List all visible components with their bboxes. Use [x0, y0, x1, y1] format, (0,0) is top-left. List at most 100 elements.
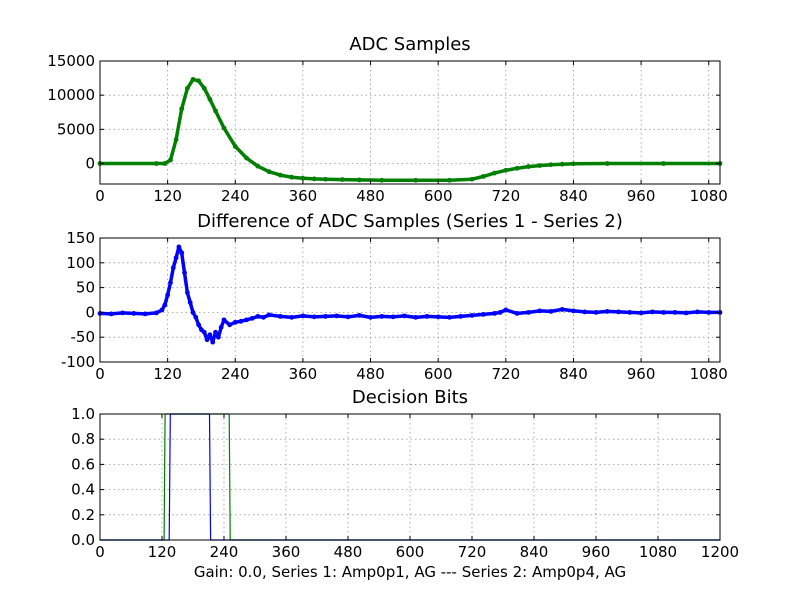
data-point — [221, 125, 227, 131]
x-tick-label: 120 — [153, 365, 182, 383]
x-tick-label: 360 — [289, 187, 318, 205]
data-point — [213, 108, 218, 114]
x-tick-label: 360 — [272, 543, 301, 561]
data-point — [661, 161, 667, 166]
data-point — [244, 317, 249, 323]
data-point — [413, 177, 419, 183]
data-point — [249, 315, 255, 321]
data-point — [604, 161, 610, 166]
data-point — [108, 311, 114, 317]
data-point — [232, 144, 238, 149]
data-point — [537, 308, 543, 314]
data-point — [196, 78, 202, 84]
y-tick-label: 15000 — [47, 52, 95, 70]
data-point — [497, 310, 503, 315]
data-point — [238, 318, 244, 324]
data-point — [559, 161, 565, 167]
chart-decision-bits: 0 120 240 360 480 600 720 840 960 1080 1200 0.0 0.2 0… — [71, 387, 739, 581]
x-tick-label: 840 — [520, 543, 549, 561]
data-point — [153, 161, 159, 166]
data-point — [179, 106, 185, 112]
data-point — [221, 317, 227, 323]
x-tick-label: 0 — [95, 187, 105, 205]
data-point — [142, 311, 148, 317]
data-point — [196, 322, 202, 328]
data-point — [289, 314, 295, 320]
data-point — [672, 310, 678, 315]
x-tick-label: 0 — [95, 543, 105, 561]
chart-difference-adc-samples: 0 120 240 360 480 600 720 840 960 1080 -100 -50 0 50 1… — [61, 211, 728, 383]
data-point — [184, 85, 190, 91]
y-tick-label: 0.0 — [71, 531, 95, 549]
series-line — [98, 245, 722, 344]
data-point — [548, 309, 554, 314]
y-tick-label: 1.0 — [71, 405, 95, 423]
data-point — [153, 310, 159, 316]
data-point — [492, 170, 497, 176]
data-point — [120, 310, 125, 316]
data-point — [390, 314, 396, 320]
y-tick-label: 150 — [66, 229, 95, 247]
data-point — [525, 164, 531, 169]
chart-title: ADC Samples — [349, 34, 470, 55]
data-point — [649, 309, 655, 315]
data-point — [458, 313, 464, 319]
x-tick-label: 840 — [559, 365, 588, 383]
x-tick-label: 720 — [458, 543, 487, 561]
data-point — [339, 177, 345, 182]
data-point — [187, 300, 193, 305]
y-tick-label: 5000 — [57, 120, 95, 138]
x-tick-label: 720 — [491, 187, 520, 205]
data-point — [323, 313, 328, 319]
x-axis-label: Gain: 0.0, Series 1: Amp0p1, AG --- Seri… — [194, 563, 626, 581]
data-point — [218, 324, 224, 330]
y-tick-label: 0 — [85, 303, 95, 321]
x-tick-label: 960 — [582, 543, 611, 561]
data-point — [379, 177, 385, 183]
data-point — [480, 174, 486, 179]
data-point — [182, 270, 187, 276]
data-point — [413, 314, 419, 320]
data-point — [300, 313, 306, 319]
data-point — [277, 313, 283, 319]
data-point — [447, 314, 452, 320]
data-point — [159, 307, 165, 313]
data-point — [244, 155, 249, 161]
data-point — [695, 309, 700, 315]
data-point — [368, 314, 373, 320]
data-point — [201, 85, 207, 91]
data-point — [168, 280, 173, 286]
data-point — [616, 309, 621, 315]
data-point — [503, 167, 509, 173]
data-point — [162, 161, 168, 166]
data-point — [255, 313, 261, 319]
data-point — [706, 310, 712, 315]
y-tick-label: -50 — [71, 328, 96, 346]
data-point — [469, 176, 475, 182]
data-point — [207, 96, 213, 102]
data-point — [571, 161, 576, 167]
data-point — [227, 322, 233, 328]
data-point — [168, 157, 173, 163]
x-tick-label: 1080 — [690, 187, 728, 205]
data-point — [277, 172, 283, 178]
data-point — [356, 177, 362, 183]
y-tick-label: 0.8 — [71, 430, 95, 448]
data-point — [323, 176, 328, 182]
chart-adc-samples: 0 120 240 360 480 600 720 840 960 1080 0 5000 10000 1… — [47, 34, 728, 205]
data-point — [424, 313, 430, 319]
data-point — [435, 314, 441, 320]
data-point — [537, 163, 543, 168]
data-point — [571, 308, 576, 314]
y-tick-label: 10000 — [47, 86, 95, 104]
x-tick-label: 840 — [559, 187, 588, 205]
data-point — [334, 313, 340, 319]
data-point — [232, 319, 238, 325]
chart-title: Decision Bits — [352, 387, 468, 408]
data-point — [170, 265, 176, 271]
data-point — [492, 310, 497, 316]
data-point — [469, 312, 475, 318]
data-point — [162, 302, 168, 308]
data-point — [548, 162, 554, 168]
data-point — [300, 175, 306, 181]
